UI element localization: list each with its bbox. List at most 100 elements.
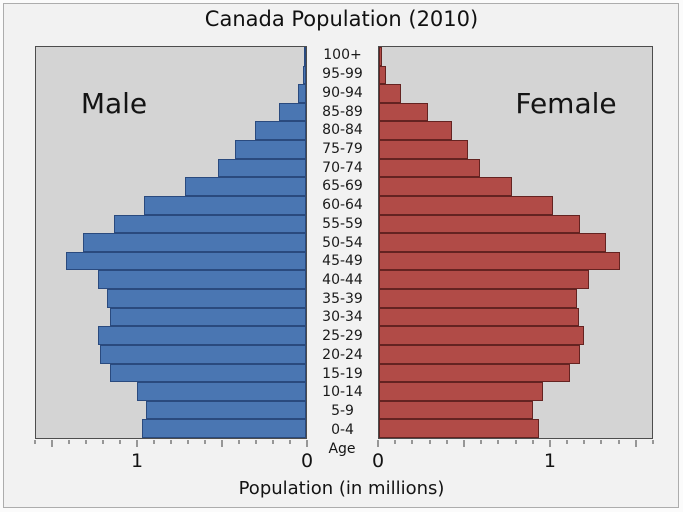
age-label-75-79: 75-79: [322, 140, 363, 157]
age-label-85-89: 85-89: [322, 103, 363, 120]
age-label-35-39: 35-39: [322, 290, 363, 307]
bar-female-70-74: [379, 158, 480, 178]
minor-tick: [394, 440, 396, 444]
bar-male-30-34: [110, 307, 306, 327]
bar-female-95-99: [379, 65, 386, 85]
minor-tick: [600, 440, 602, 444]
bar-female-30-34: [379, 307, 579, 327]
tick-label-male-1: 1: [130, 450, 144, 472]
major-tick: [635, 440, 637, 447]
tick-label-female-0: 0: [371, 450, 385, 472]
minor-tick: [583, 440, 585, 444]
minor-tick: [411, 440, 413, 444]
minor-tick: [515, 440, 516, 444]
minor-tick: [34, 440, 36, 444]
minor-tick: [566, 440, 568, 444]
age-label-30-34: 30-34: [322, 309, 363, 326]
minor-tick: [119, 440, 121, 444]
bar-male-55-59: [113, 214, 306, 234]
bar-female-40-44: [379, 270, 589, 290]
bar-female-60-64: [379, 195, 554, 215]
minor-tick: [153, 440, 155, 444]
tick-label-female-1: 1: [543, 450, 556, 472]
bar-male-70-74: [218, 158, 306, 178]
major-tick: [51, 440, 53, 447]
bar-male-20-24: [100, 344, 306, 364]
minor-tick: [68, 440, 70, 444]
male-plot-area: Male: [35, 46, 307, 439]
age-label-25-29: 25-29: [322, 328, 363, 345]
age-label-50-54: 50-54: [322, 234, 363, 251]
bar-female-15-19: [379, 363, 571, 383]
bar-female-90-94: [379, 84, 402, 103]
bar-female-0-4: [379, 419, 540, 438]
major-tick: [463, 440, 465, 447]
bar-male-25-29: [98, 326, 306, 345]
bar-female-65-69: [379, 177, 513, 196]
minor-tick: [187, 440, 189, 444]
minor-tick: [272, 440, 274, 444]
bar-male-65-69: [184, 177, 306, 196]
chart-title: Canada Population (2010): [204, 7, 479, 31]
age-label-90-94: 90-94: [322, 84, 363, 101]
age-label-10-14: 10-14: [322, 384, 363, 401]
bar-male-80-84: [255, 121, 306, 141]
minor-tick: [238, 440, 240, 444]
minor-tick: [652, 440, 654, 444]
x-axis-ticks-male: [34, 440, 308, 450]
minor-tick: [446, 440, 448, 444]
bar-female-20-24: [379, 344, 581, 364]
minor-tick: [532, 440, 534, 444]
bar-male-15-19: [110, 363, 306, 383]
female-plot-area: Female: [378, 46, 653, 439]
age-label-40-44: 40-44: [322, 271, 363, 288]
x-axis-label: Population (in millions): [238, 478, 445, 499]
age-axis-title: Age: [328, 441, 356, 457]
minor-tick: [289, 440, 291, 444]
age-label-95-99: 95-99: [322, 66, 363, 83]
minor-tick: [618, 440, 620, 444]
bar-female-75-79: [379, 140, 468, 159]
minor-tick: [204, 440, 206, 444]
bar-male-40-44: [98, 270, 306, 290]
bar-female-5-9: [379, 400, 533, 420]
bar-female-80-84: [379, 121, 453, 141]
minor-tick: [480, 440, 482, 444]
age-label-5-9: 5-9: [331, 403, 354, 420]
major-tick: [549, 440, 551, 447]
bar-female-35-39: [379, 289, 577, 308]
bar-female-55-59: [379, 214, 581, 234]
bar-male-5-9: [145, 400, 306, 420]
bar-female-25-29: [379, 326, 584, 345]
age-axis-labels: 100+ 95-99 90-94 85-89 80-84 75-79 70-74 65-69 6…: [307, 46, 378, 439]
major-tick: [136, 440, 138, 447]
male-annotation: Male: [80, 87, 148, 120]
x-axis-ticks-female: [377, 440, 654, 450]
age-label-15-19: 15-19: [322, 365, 363, 382]
minor-tick: [170, 440, 172, 444]
bar-female-50-54: [379, 233, 606, 252]
bar-male-35-39: [106, 289, 306, 308]
bar-male-10-14: [137, 382, 306, 401]
tick-label-male-0: 0: [300, 450, 314, 472]
age-label-60-64: 60-64: [322, 197, 363, 214]
bar-male-95-99: [303, 65, 306, 85]
bar-male-85-89: [279, 102, 306, 122]
age-label-45-49: 45-49: [322, 253, 363, 270]
bar-male-0-4: [142, 419, 306, 438]
minor-tick: [255, 440, 257, 444]
minor-tick: [102, 440, 104, 444]
minor-tick: [429, 440, 431, 444]
age-label-100+: 100+: [323, 47, 362, 64]
bar-female-45-49: [379, 251, 620, 271]
major-tick: [221, 440, 223, 447]
bar-female-100+: [379, 47, 382, 66]
bar-female-10-14: [379, 382, 543, 401]
minor-tick: [85, 440, 87, 444]
bar-male-50-54: [83, 233, 306, 252]
major-tick: [306, 440, 308, 447]
major-tick: [377, 440, 379, 447]
bar-male-100+: [304, 47, 306, 66]
minor-tick: [497, 440, 499, 444]
